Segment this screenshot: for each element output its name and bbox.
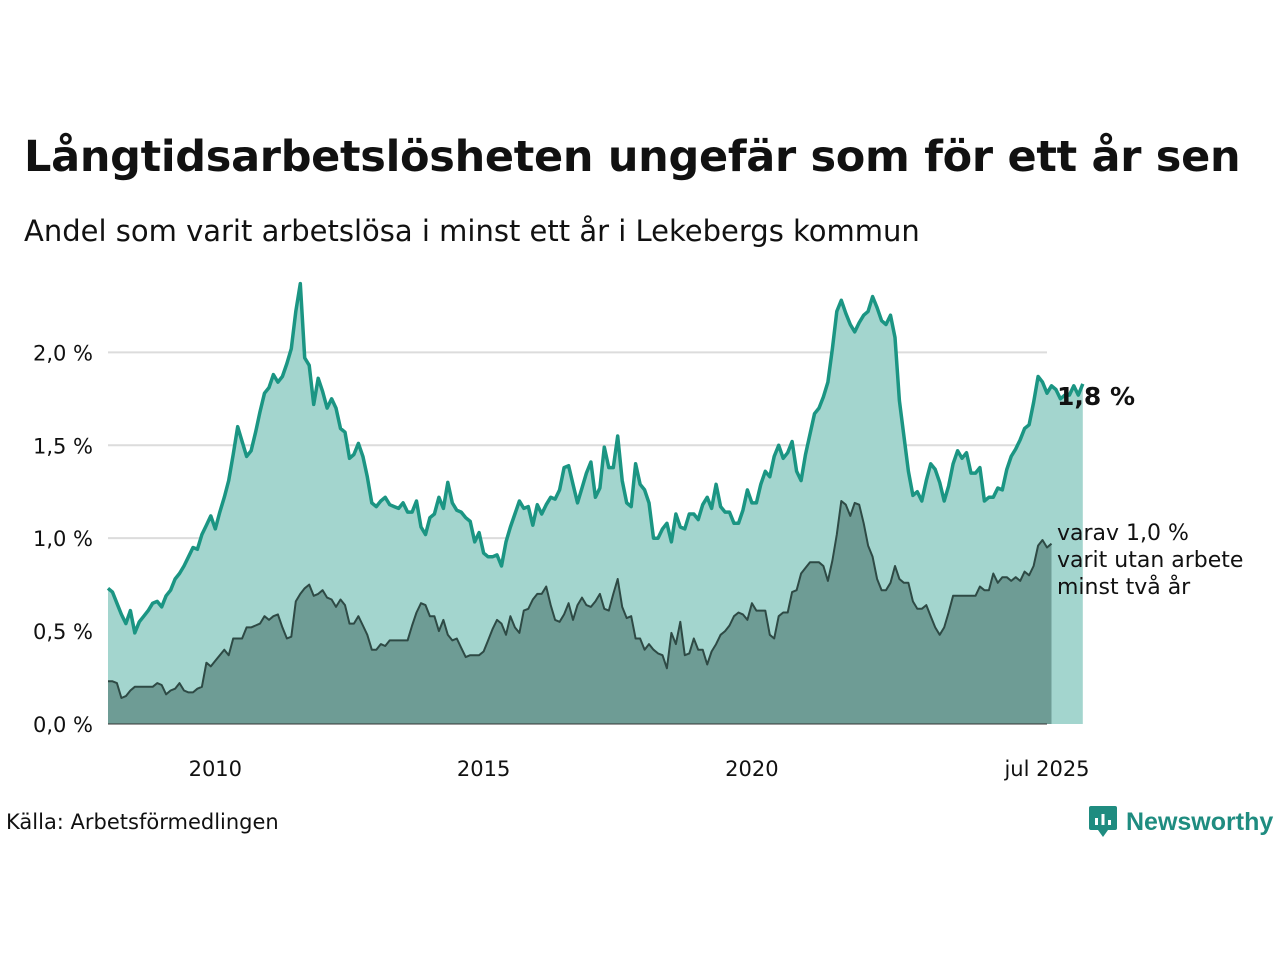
page-subtitle: Andel som varit arbetslösa i minst ett å…: [24, 214, 920, 248]
line-subset: [108, 500, 1053, 699]
end-label-subset-line1: varav 1,0 %: [1057, 521, 1189, 546]
y-tick-label: 1,0 %: [33, 527, 93, 551]
source-note: Källa: Arbetsförmedlingen: [6, 810, 279, 834]
brand-name: Newsworthy: [1126, 807, 1274, 836]
x-tick-label: jul 2025: [1003, 757, 1089, 781]
line-total: [106, 281, 1085, 635]
y-tick-label: 0,5 %: [33, 620, 93, 644]
y-tick-label: 1,5 %: [33, 434, 93, 458]
x-axis-ticks: 2010 2015 2020 jul 2025: [189, 757, 1090, 781]
page-title: Långtidsarbetslösheten ungefär som för e…: [24, 132, 1241, 182]
y-tick-label: 0,0 %: [33, 713, 93, 737]
newsworthy-logo-icon: [1089, 806, 1117, 837]
x-tick-label: 2015: [457, 757, 510, 781]
end-label-total: 1,8 %: [1057, 382, 1135, 411]
area-subset: [108, 501, 1052, 724]
brand-logo: Newsworthy: [1088, 804, 1273, 840]
end-label-subset-line3: minst två år: [1057, 574, 1191, 600]
x-tick-label: 2010: [189, 757, 242, 781]
x-tick-label: 2020: [725, 757, 778, 781]
y-axis-ticks: 0,0 % 0,5 % 1,0 % 1,5 % 2,0 %: [33, 341, 93, 737]
end-label-subset-line2: varit utan arbete: [1057, 548, 1243, 573]
y-tick-label: 2,0 %: [33, 341, 93, 365]
